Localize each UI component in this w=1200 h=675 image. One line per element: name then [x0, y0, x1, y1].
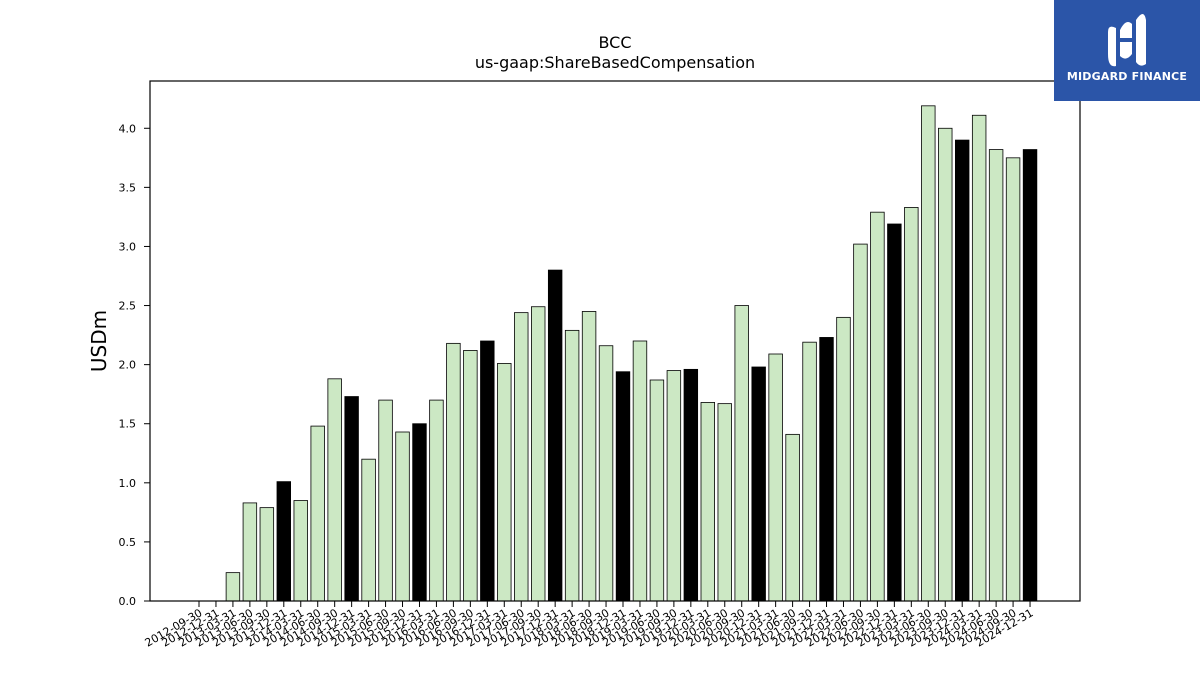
bar-2018-03-31 [564, 329, 580, 602]
bar-2013-03-31 [225, 572, 241, 602]
bar-2014-09-30 [327, 378, 342, 602]
bar-2017-03-31 [497, 363, 512, 602]
midgard-finance-logo: MIDGARD FINANCE [1054, 0, 1200, 101]
bar-2015-12-31 [412, 423, 427, 602]
bar-2017-12-31 [547, 269, 563, 602]
chart-subtitle: us-gaap:ShareBasedCompensation [475, 53, 755, 72]
y-tick-label: 2.0 [119, 359, 137, 372]
bar-2024-06-30 [988, 149, 1004, 602]
bar-2020-09-30 [734, 305, 749, 602]
logo-mark-icon [1108, 14, 1146, 67]
bar-2022-09-30 [870, 211, 885, 602]
y-tick-label: 0.5 [119, 536, 137, 549]
bar-2014-06-30 [310, 425, 325, 602]
bar-2020-06-30 [717, 403, 732, 602]
bar-2019-09-30 [666, 370, 682, 602]
bar-2016-06-30 [446, 342, 461, 602]
bar-2022-06-30 [853, 243, 868, 602]
bar-2018-06-30 [581, 311, 597, 602]
bar-2013-09-30 [259, 507, 275, 602]
y-tick-label: 3.5 [119, 181, 137, 194]
bar-2019-03-31 [632, 340, 648, 602]
bar-2017-06-30 [514, 312, 529, 602]
y-tick-label: 0.0 [119, 595, 137, 608]
y-tick-label: 1.0 [119, 477, 137, 490]
y-tick-label: 1.5 [119, 418, 137, 431]
y-tick-label: 3.0 [119, 240, 137, 253]
bar-2021-09-30 [802, 341, 817, 602]
bar-2020-03-31 [700, 402, 716, 602]
bar-2021-03-31 [768, 353, 783, 602]
bar-2021-12-31 [819, 337, 834, 602]
bar-2021-06-30 [785, 433, 800, 602]
bar-2019-06-30 [649, 379, 665, 602]
y-tick-label: 2.5 [119, 300, 137, 313]
bar-2019-12-31 [683, 368, 699, 602]
bar-2020-12-31 [751, 366, 766, 602]
plot-frame [149, 80, 1081, 602]
bar-2018-09-30 [598, 345, 614, 602]
bar-2015-09-30 [395, 431, 410, 602]
bar-2023-09-30 [938, 127, 953, 602]
bar-2018-12-31 [615, 371, 631, 602]
y-axis-label: USDm [87, 310, 111, 372]
y-tick-label: 4.0 [119, 122, 137, 135]
bar-2022-12-31 [887, 223, 902, 602]
bar-2023-06-30 [921, 105, 936, 602]
bar-2024-09-30 [1005, 157, 1021, 602]
bar-2013-12-31 [276, 481, 292, 602]
bar-2017-09-30 [531, 306, 546, 602]
bar-2024-12-31 [1022, 149, 1038, 602]
bar-2015-03-31 [361, 458, 376, 602]
bar-2016-12-31 [480, 340, 495, 602]
bar-2024-03-31 [971, 114, 987, 602]
bar-2023-12-31 [955, 139, 970, 602]
bar-2016-09-30 [463, 350, 478, 602]
bar-2023-03-31 [904, 207, 919, 602]
bar-2013-06-30 [242, 502, 258, 602]
chart-title: BCC [598, 33, 631, 52]
bar-2016-03-31 [429, 399, 444, 602]
logo-text: MIDGARD FINANCE [1066, 70, 1188, 83]
bar-2014-03-31 [293, 500, 308, 602]
bar-2022-03-31 [836, 316, 851, 602]
bar-2015-06-30 [378, 399, 393, 602]
bar-2014-12-31 [344, 396, 359, 602]
